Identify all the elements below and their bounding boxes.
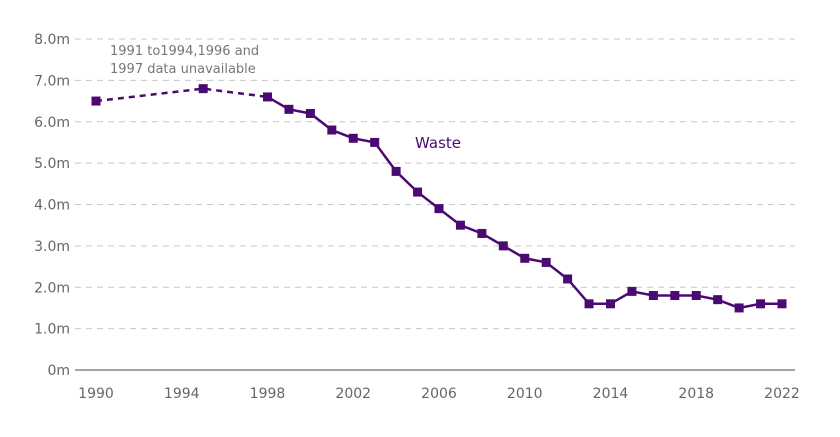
data-point-2003 (370, 137, 380, 147)
series-line-dashed (95, 87, 268, 103)
x-tick-label: 2010 (507, 386, 543, 402)
annotation-line-2: 1997 data unavailable (110, 62, 256, 77)
data-point-2020 (734, 303, 744, 313)
data-point-1998 (263, 92, 272, 102)
data-point-2007 (455, 220, 465, 230)
data-point-2001 (327, 125, 337, 135)
data-point-2014 (606, 299, 615, 309)
data-point-1995 (198, 84, 208, 94)
data-point-1990 (91, 96, 101, 106)
data-point-2000 (305, 108, 315, 118)
data-point-2016 (648, 291, 658, 301)
data-point-2012 (563, 274, 573, 284)
data-point-2006 (434, 204, 444, 214)
y-tick-label: 4.0m (34, 198, 70, 214)
data-point-2011 (541, 257, 551, 267)
data-point-2005 (413, 187, 423, 197)
data-point-2019 (713, 295, 723, 305)
x-tick-label: 2002 (335, 386, 371, 402)
y-tick-label: 3.0m (34, 239, 70, 255)
data-point-1999 (284, 104, 294, 114)
data-point-2015 (627, 286, 637, 296)
x-tick-label: 2006 (421, 386, 457, 402)
data-point-2021 (756, 299, 766, 309)
series-line-waste (266, 95, 782, 310)
x-tick-label: 2018 (678, 386, 714, 402)
data-point-2002 (348, 133, 358, 143)
series-label-waste: Waste (415, 134, 461, 152)
y-tick-label: 2.0m (34, 280, 70, 296)
y-tick-label: 5.0m (34, 156, 70, 172)
annotation-line-1: 1991 to1994,1996 and (110, 44, 259, 59)
y-tick-label: 7.0m (34, 73, 70, 89)
data-point-2009 (498, 241, 508, 251)
y-tick-label: 8.0m (34, 32, 70, 48)
data-point-2004 (391, 166, 401, 176)
data-point-2022 (777, 299, 787, 309)
data-point-2013 (584, 299, 594, 309)
x-tick-label: 2022 (764, 386, 800, 402)
data-point-2010 (520, 253, 530, 263)
x-tick-label: 1998 (250, 386, 286, 402)
data-point-2008 (477, 228, 487, 238)
y-tick-label: 6.0m (34, 115, 70, 131)
x-tick-label: 1990 (78, 386, 114, 402)
y-tick-label: 1.0m (34, 322, 70, 338)
data-point-2017 (670, 291, 680, 301)
x-tick-label: 2014 (593, 386, 629, 402)
data-point-2018 (691, 291, 701, 301)
y-tick-label: 0m (47, 363, 70, 379)
x-tick-label: 1994 (164, 386, 200, 402)
